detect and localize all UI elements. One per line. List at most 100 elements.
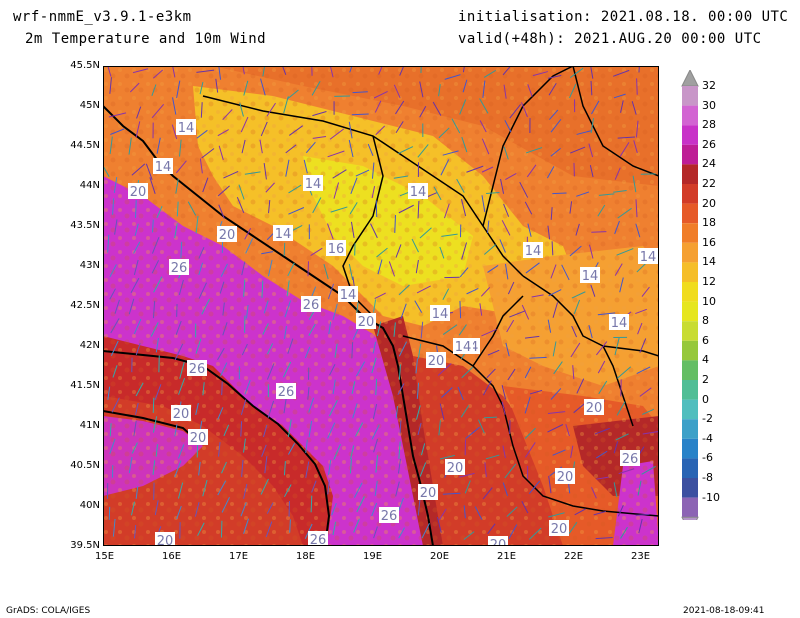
colorbar-swatch [682, 380, 698, 400]
wind-barb [332, 521, 337, 536]
wind-barb [375, 125, 386, 136]
wind-barb [243, 518, 250, 534]
wind-barb [355, 169, 370, 177]
colorbar-label: 22 [702, 177, 716, 190]
wind-barb [217, 129, 229, 137]
temperature-label: 14 [638, 248, 658, 265]
wind-barb [393, 175, 409, 179]
wind-barb [438, 84, 441, 97]
lat-tick-label: 43.5N [70, 220, 100, 231]
wind-barb [395, 100, 405, 115]
wind-barb [499, 239, 506, 253]
temperature-label: 20 [188, 429, 208, 446]
temperature-label: 20 [128, 183, 148, 200]
wind-barb [198, 461, 201, 476]
wind-barb [109, 438, 116, 454]
wind-barb [145, 163, 153, 180]
wind-barb [332, 303, 338, 321]
wind-barb [177, 444, 185, 459]
wind-barb [528, 480, 541, 495]
wind-barb [371, 186, 376, 199]
wind-barb [461, 136, 468, 153]
border-4 [522, 275, 659, 357]
wind-barb [399, 420, 402, 434]
wind-barb [442, 288, 450, 301]
wind-barb [375, 378, 378, 396]
wind-barb [198, 262, 204, 276]
wind-barb [589, 164, 594, 178]
wind-barb [400, 303, 407, 319]
wind-barb [195, 215, 199, 234]
wind-barb [303, 159, 308, 174]
colorbar-label: -2 [702, 412, 713, 426]
wind-barb [179, 361, 185, 379]
wind-barb [221, 381, 223, 396]
wind-barb [417, 422, 422, 436]
wind-barb [266, 343, 274, 355]
wind-barb [444, 74, 461, 80]
wind-barb [350, 221, 355, 239]
wind-barb [485, 454, 500, 460]
wind-barb [240, 116, 249, 133]
wind-barb [154, 500, 159, 516]
wind-barb [614, 337, 620, 356]
wind-barb [451, 118, 461, 134]
wind-barb [547, 225, 551, 240]
wind-barb [460, 199, 467, 217]
temperature-label-text: 26 [310, 533, 327, 546]
wind-barb [524, 366, 532, 379]
wind-barb [442, 150, 459, 156]
wind-barb [243, 80, 249, 96]
wind-barb [569, 201, 573, 214]
wind-barb [620, 100, 624, 113]
lat-tick-label: 45.5N [70, 60, 100, 71]
wind-barb [196, 129, 208, 139]
lat-tick-label: 39.5N [70, 540, 100, 551]
temperature-label-text: 20 [557, 470, 574, 485]
wind-barb [243, 279, 246, 297]
wind-barb [110, 340, 119, 356]
wind-barb [266, 102, 276, 117]
wind-barb [332, 169, 347, 179]
wind-barb [283, 242, 286, 256]
temperature-label: 14 [609, 314, 629, 331]
wind-barb [504, 463, 517, 479]
lat-tick-label: 41N [79, 420, 100, 431]
wind-barb [352, 327, 360, 340]
wind-barb [474, 506, 483, 520]
colorbar-label: 14 [702, 255, 716, 269]
temperature-label: 26 [187, 360, 207, 377]
wind-barb [481, 195, 486, 213]
wind-barb [414, 300, 423, 313]
wind-barb [439, 403, 445, 420]
wind-barb [552, 341, 557, 357]
wind-barb [367, 143, 374, 157]
wind-barb [221, 497, 230, 513]
temperature-label-text: 14 [275, 227, 292, 242]
wind-barb [597, 312, 616, 316]
lat-tick-label: 40.5N [70, 460, 100, 471]
border-5 [402, 335, 659, 517]
wind-barb [215, 78, 219, 93]
wind-barb [285, 159, 290, 177]
wind-barb [612, 69, 630, 77]
wind-barb [588, 324, 593, 339]
wind-barb [613, 441, 619, 454]
wind-barb [198, 246, 205, 259]
temperature-label-text: 14 [582, 269, 599, 284]
wind-barb [500, 178, 505, 194]
wind-barb [501, 385, 507, 400]
wind-barb [152, 416, 158, 433]
wind-barb [549, 109, 559, 120]
wind-barb [236, 197, 245, 214]
wind-barb [217, 480, 227, 496]
wind-barb [174, 343, 184, 361]
colorbar-swatch [682, 242, 698, 263]
wind-barb [462, 66, 465, 73]
temperature-label-bg [338, 286, 358, 302]
wind-barb [597, 360, 606, 374]
wind-barb [328, 400, 338, 417]
wind-barb [109, 136, 113, 155]
wind-barb [571, 325, 578, 338]
wind-barb [641, 286, 650, 297]
